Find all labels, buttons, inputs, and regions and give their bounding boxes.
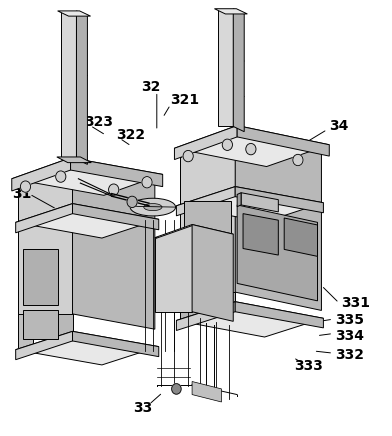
Polygon shape bbox=[180, 135, 235, 292]
Text: 322: 322 bbox=[116, 128, 145, 142]
Polygon shape bbox=[237, 193, 241, 207]
Polygon shape bbox=[73, 168, 155, 329]
Polygon shape bbox=[18, 191, 33, 350]
Polygon shape bbox=[23, 249, 58, 305]
Polygon shape bbox=[241, 193, 278, 212]
Polygon shape bbox=[58, 11, 91, 16]
Circle shape bbox=[183, 150, 193, 162]
Polygon shape bbox=[71, 158, 163, 187]
Polygon shape bbox=[155, 225, 233, 247]
Circle shape bbox=[109, 184, 119, 195]
Polygon shape bbox=[220, 155, 235, 316]
Text: 33: 33 bbox=[133, 401, 152, 415]
Circle shape bbox=[20, 181, 31, 192]
Polygon shape bbox=[235, 135, 321, 310]
Text: 31: 31 bbox=[12, 187, 31, 201]
Polygon shape bbox=[237, 205, 318, 301]
Polygon shape bbox=[235, 302, 323, 328]
Polygon shape bbox=[57, 157, 91, 163]
Polygon shape bbox=[176, 302, 323, 337]
Polygon shape bbox=[23, 310, 58, 339]
Polygon shape bbox=[235, 187, 323, 213]
Text: 332: 332 bbox=[335, 348, 364, 362]
Polygon shape bbox=[176, 187, 235, 216]
Circle shape bbox=[142, 177, 152, 188]
Polygon shape bbox=[284, 218, 318, 256]
Polygon shape bbox=[174, 126, 329, 167]
Polygon shape bbox=[176, 302, 235, 330]
Polygon shape bbox=[12, 158, 71, 191]
Circle shape bbox=[172, 384, 181, 394]
Polygon shape bbox=[237, 126, 329, 156]
Polygon shape bbox=[218, 9, 233, 126]
Polygon shape bbox=[243, 214, 278, 255]
Circle shape bbox=[293, 154, 303, 166]
Ellipse shape bbox=[130, 198, 176, 216]
Text: 334: 334 bbox=[335, 329, 364, 343]
Circle shape bbox=[246, 143, 256, 155]
Text: 34: 34 bbox=[329, 119, 348, 133]
Polygon shape bbox=[155, 225, 192, 312]
Polygon shape bbox=[180, 160, 197, 320]
Polygon shape bbox=[61, 11, 76, 159]
Polygon shape bbox=[12, 158, 163, 195]
Polygon shape bbox=[16, 331, 73, 360]
Polygon shape bbox=[16, 204, 159, 238]
Circle shape bbox=[222, 139, 232, 150]
Polygon shape bbox=[18, 168, 73, 314]
Ellipse shape bbox=[144, 204, 162, 211]
Polygon shape bbox=[233, 9, 244, 132]
Circle shape bbox=[127, 196, 137, 208]
Text: 333: 333 bbox=[294, 359, 323, 373]
Polygon shape bbox=[57, 192, 73, 351]
Polygon shape bbox=[16, 204, 73, 233]
Text: 331: 331 bbox=[341, 296, 370, 310]
Text: 323: 323 bbox=[84, 115, 113, 129]
Text: 321: 321 bbox=[171, 93, 200, 107]
Polygon shape bbox=[192, 382, 221, 402]
Polygon shape bbox=[16, 331, 159, 365]
Text: 335: 335 bbox=[335, 313, 364, 327]
Polygon shape bbox=[76, 11, 87, 164]
Polygon shape bbox=[184, 201, 231, 253]
Polygon shape bbox=[18, 168, 155, 203]
Polygon shape bbox=[73, 204, 159, 230]
Polygon shape bbox=[176, 187, 323, 222]
Polygon shape bbox=[174, 126, 237, 160]
Polygon shape bbox=[214, 9, 247, 14]
Polygon shape bbox=[180, 135, 321, 175]
Circle shape bbox=[56, 171, 66, 182]
Text: 32: 32 bbox=[141, 80, 161, 94]
Polygon shape bbox=[73, 331, 159, 357]
Polygon shape bbox=[192, 225, 233, 321]
